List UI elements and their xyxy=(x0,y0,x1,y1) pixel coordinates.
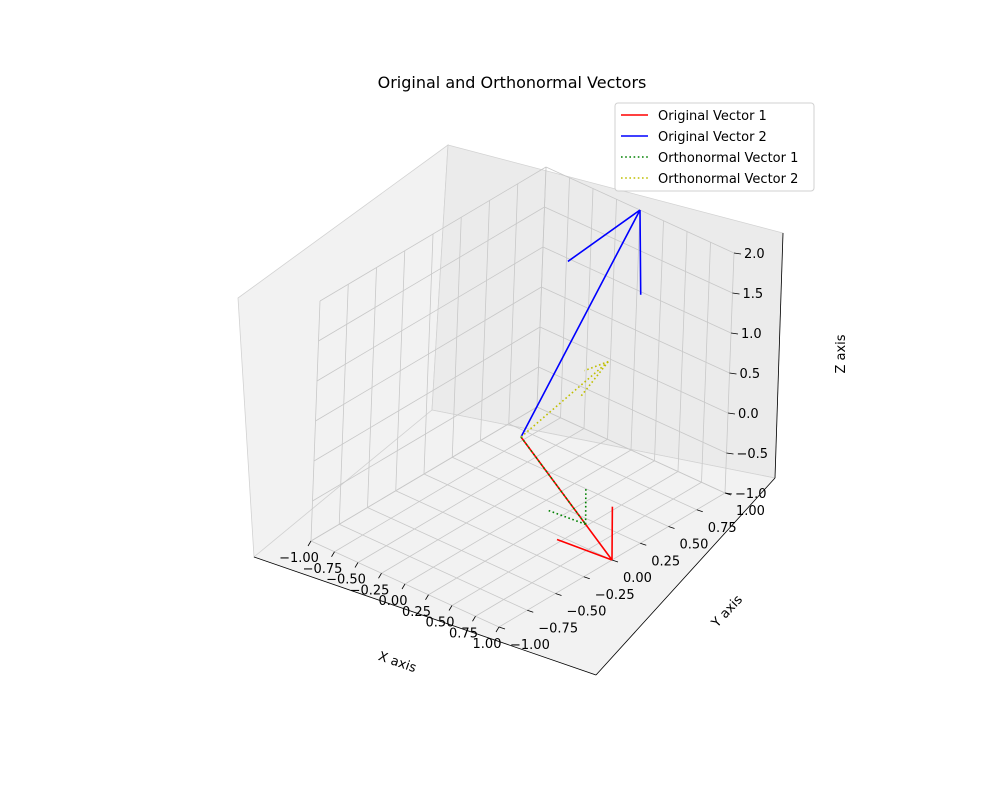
y-ticks: −1.00 −0.75−0.50 −0.25 0.00 0.250.50 0.75 1.00 xyxy=(498,492,765,653)
x-axis-label: X axis xyxy=(376,649,418,676)
y-tick-mark xyxy=(583,576,590,580)
legend-label: Orthonormal Vector 2 xyxy=(658,172,798,187)
gridline-z-left xyxy=(310,406,538,542)
z-tick-mark xyxy=(727,412,736,415)
y-tick-mark xyxy=(696,509,703,513)
y-tick-mark xyxy=(611,559,619,563)
legend-label: Orthonormal Vector 1 xyxy=(658,151,798,166)
y-tick-mark xyxy=(555,593,562,596)
z-tick-mark xyxy=(730,332,739,335)
gridline-z-left xyxy=(318,206,545,342)
x-tick-mark xyxy=(448,605,453,611)
vector-series-3 xyxy=(520,436,587,526)
y-tick-label: −0.50 xyxy=(567,605,607,620)
y-tick-label: −0.75 xyxy=(538,621,578,636)
z-tick-label: 1.5 xyxy=(743,287,764,302)
x-tick-label: −0.75 xyxy=(303,562,343,577)
gridline-z-left xyxy=(319,166,547,302)
z-tick-label: 2.0 xyxy=(744,247,765,262)
gridline-z-back xyxy=(536,406,726,494)
x-tick-mark xyxy=(378,573,382,579)
y-axis-line xyxy=(595,477,776,676)
x-tick-label: 1.00 xyxy=(473,637,502,652)
x-tick-mark xyxy=(354,562,359,568)
x-tick-mark xyxy=(495,626,500,633)
z-tick-label: −1.0 xyxy=(735,487,767,502)
x-axis-line xyxy=(253,556,597,676)
y-tick-label: 0.75 xyxy=(708,521,737,536)
gridline-z-back xyxy=(542,246,732,334)
z-tick-label: −0.5 xyxy=(737,447,769,462)
gridline-z-back xyxy=(541,286,730,374)
chart-title: Original and Orthonormal Vectors xyxy=(378,73,647,92)
z-tick-mark xyxy=(726,452,734,455)
y-tick-label: 1.00 xyxy=(736,504,765,519)
x-ticks: −1.00−0.75−0.50−0.250.000.250.500.751.00 xyxy=(279,540,502,652)
z-tick-label: 1.0 xyxy=(741,327,762,342)
gridline-y-floor xyxy=(480,440,669,527)
gridline-z-left xyxy=(315,286,542,422)
vector-series-4 xyxy=(520,360,609,438)
vector-series-2 xyxy=(520,209,642,438)
legend-items: Original Vector 1 Original Vector 2 Orthon… xyxy=(621,109,798,187)
x-tick-mark xyxy=(307,540,312,547)
gridline-y-floor xyxy=(367,507,556,594)
legend: Original Vector 1 Original Vector 2 Orthon… xyxy=(614,102,815,192)
gridline-y-floor xyxy=(423,473,613,561)
legend-box xyxy=(614,102,815,192)
z-tick-label: 0.0 xyxy=(738,407,759,422)
y-tick-label: −1.00 xyxy=(510,638,550,653)
gridline-z-left xyxy=(312,366,539,502)
gridline-z-left xyxy=(316,246,544,382)
y-tick-mark xyxy=(498,626,506,630)
y-tick-mark xyxy=(640,542,647,546)
legend-label: Original Vector 2 xyxy=(658,130,767,145)
x-tick-label: 0.25 xyxy=(402,605,431,620)
z-tick-mark xyxy=(733,252,742,255)
vectors xyxy=(520,209,642,561)
y-tick-mark xyxy=(527,609,534,613)
x-tick-label: 0.75 xyxy=(449,626,478,641)
x-tick-label: −0.50 xyxy=(326,573,366,588)
x-tick-label: 0.50 xyxy=(426,616,455,631)
x-tick-mark xyxy=(401,583,406,590)
y-tick-mark xyxy=(668,526,675,529)
axis-lines xyxy=(253,232,784,676)
y-tick-label: 0.50 xyxy=(680,538,709,553)
y-tick-label: 0.00 xyxy=(623,571,652,586)
gridline-y-floor xyxy=(339,523,528,611)
gridline-z-back xyxy=(538,366,727,454)
gridline-z-back xyxy=(544,206,733,294)
legend-label: Original Vector 1 xyxy=(658,109,767,124)
gridline-z-left xyxy=(313,326,541,462)
z-ticks: −1.0 −0.5 0.0 0.5 1.0 1.5 2.0 xyxy=(724,247,769,502)
z-axis-label: Z axis xyxy=(834,334,849,373)
z-tick-label: 0.5 xyxy=(740,367,761,382)
y-tick-label: −0.25 xyxy=(595,588,635,603)
gridline-y-floor xyxy=(508,423,697,511)
x-tick-label: −1.00 xyxy=(279,551,319,566)
x-tick-label: 0.00 xyxy=(379,594,408,609)
y-tick-label: 0.25 xyxy=(651,554,680,569)
x-tick-label: −0.25 xyxy=(350,583,390,598)
gridline-y-floor xyxy=(452,456,641,544)
x-tick-mark xyxy=(331,551,335,557)
plot-area-3d: −1.00−0.75−0.50−0.250.000.250.500.751.00… xyxy=(237,144,784,676)
z-axis-line xyxy=(774,232,784,479)
gridline-y-floor xyxy=(395,490,584,578)
y-axis-label: Y axis xyxy=(708,592,746,631)
x-tick-mark xyxy=(425,594,429,600)
z-tick-mark xyxy=(724,492,733,495)
z-tick-mark xyxy=(732,292,740,295)
z-tick-mark xyxy=(729,372,737,375)
x-tick-mark xyxy=(472,616,476,622)
